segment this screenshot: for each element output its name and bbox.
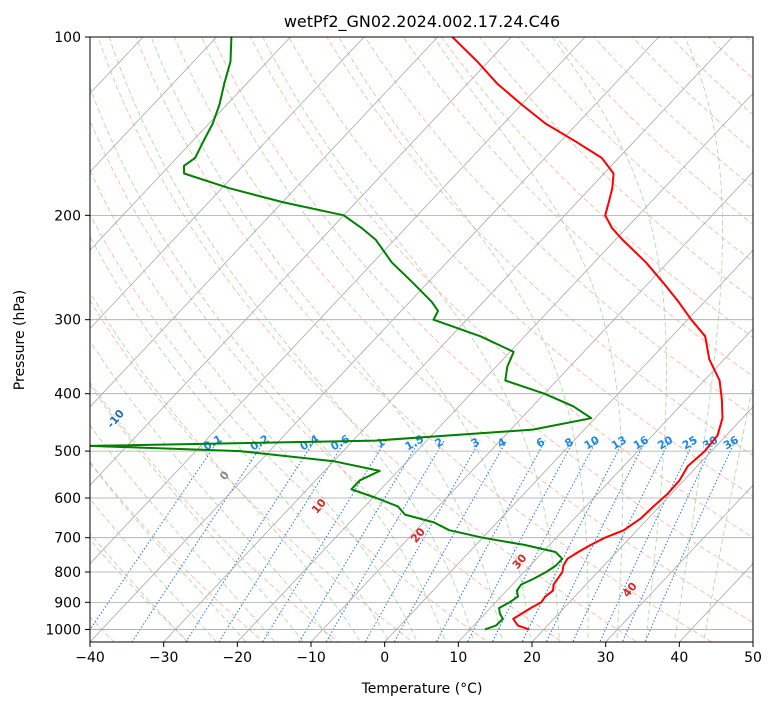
isotherm-line — [457, 327, 753, 642]
mixing-ratio-line — [545, 440, 646, 642]
plot-area: 0.10.20.40.611.52346810131620253036-100-… — [90, 37, 753, 642]
plot-frame — [89, 36, 754, 643]
x-tick-label: 30 — [597, 650, 615, 666]
y-tick-label: 700 — [54, 531, 81, 547]
y-tick-label: 900 — [54, 595, 81, 611]
isotherm-line — [90, 37, 586, 565]
mixing-ratio-line — [90, 440, 219, 631]
skewed-isotherms — [90, 37, 753, 642]
mixing-ratio-line — [298, 440, 420, 642]
isotherm-line — [90, 37, 365, 330]
y-axis-title: Pressure (hPa) — [12, 290, 28, 390]
x-axis-title: Temperature (°C) — [361, 681, 483, 697]
x-tick-label: −30 — [149, 650, 179, 666]
mixing-ratio-line — [621, 440, 716, 642]
isotherm-line — [531, 406, 753, 642]
x-tick-label: 20 — [523, 650, 541, 666]
dry-adiabat-line — [440, 37, 753, 339]
y-tick-label: 1000 — [45, 622, 81, 638]
dry-adiabat-line — [288, 37, 753, 497]
dry-adiabat-line — [90, 461, 265, 642]
y-tick-label: 800 — [54, 565, 81, 581]
dry-adiabat-line — [135, 37, 713, 642]
mixing-ratio-line — [435, 440, 546, 642]
mixing-ratio-line — [393, 440, 508, 642]
x-axis: −40 −30 −20 −10 0 10 20 30 40 50 — [75, 642, 762, 666]
moist-adiabat-line — [674, 37, 724, 642]
y-tick-label: 600 — [54, 491, 81, 507]
x-tick-label: 50 — [744, 650, 762, 666]
isotherm-line — [90, 37, 512, 486]
x-tick-label: 0 — [380, 650, 389, 666]
mixing-ratio-line — [466, 440, 575, 642]
mixing-ratio-line — [325, 440, 445, 642]
chart-title: wetPf2_GN02.2024.002.17.24.C46 — [284, 12, 560, 32]
isotherm-line — [236, 92, 753, 642]
moist-adiabat-line — [90, 532, 189, 642]
isotherm-line — [90, 37, 218, 173]
moist-adiabat-line — [90, 291, 362, 642]
isotherm-line — [384, 249, 753, 642]
profile-series — [90, 37, 724, 631]
dewpoint-profile-line — [90, 37, 593, 631]
isotherm-line — [90, 37, 439, 408]
x-tick-label: 10 — [449, 650, 467, 666]
isotherm-line — [605, 484, 753, 642]
y-tick-label: 500 — [54, 444, 81, 460]
dry-adiabat-line — [90, 381, 339, 642]
isotherm-line — [310, 171, 753, 642]
x-tick-label: 40 — [670, 650, 688, 666]
y-tick-label: 200 — [54, 208, 81, 224]
mixing-ratio-lines — [90, 440, 736, 642]
x-tick-label: −20 — [223, 650, 253, 666]
mixing-ratio-line — [262, 440, 387, 642]
mixing-ratio-line — [131, 440, 266, 642]
moist-adiabat-line — [262, 37, 560, 642]
dry-adiabat-line — [326, 37, 753, 456]
moist-adiabat-line — [90, 498, 218, 642]
dry-adiabat-line — [402, 37, 753, 377]
y-tick-label: 100 — [54, 30, 81, 46]
temperature-profile-line — [451, 37, 724, 631]
mixing-ratio-line — [185, 440, 316, 642]
y-tick-label: 400 — [54, 387, 81, 403]
isotherm-line — [163, 37, 733, 642]
y-tick-label: 300 — [54, 313, 81, 329]
mixing-ratio-line — [491, 440, 597, 642]
x-tick-label: −40 — [75, 650, 105, 666]
x-tick-label: −10 — [296, 650, 326, 666]
y-axis: 1000 900 800 700 600 500 400 300 200 100 — [45, 30, 90, 638]
isotherm-line — [90, 37, 660, 642]
pressure-grid — [90, 37, 753, 630]
moist-adiabat-line — [703, 381, 753, 642]
mixing-ratio-line — [364, 440, 481, 642]
